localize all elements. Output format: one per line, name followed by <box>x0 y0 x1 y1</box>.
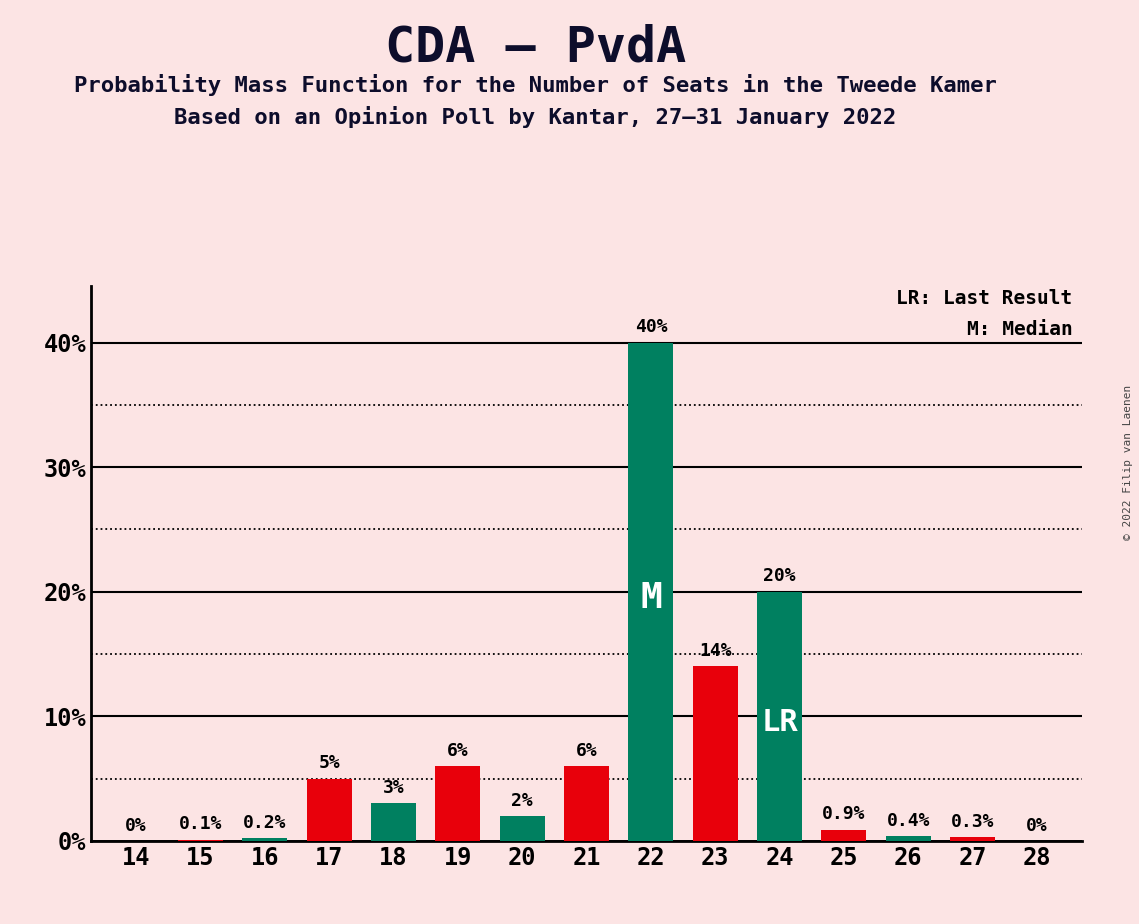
Text: CDA – PvdA: CDA – PvdA <box>385 23 686 71</box>
Bar <box>629 343 673 841</box>
Bar <box>306 779 352 841</box>
Text: M: Median: M: Median <box>967 320 1073 339</box>
Bar <box>371 804 416 841</box>
Bar <box>500 816 544 841</box>
Bar <box>178 840 223 841</box>
Text: 0.4%: 0.4% <box>886 811 931 830</box>
Text: 20%: 20% <box>763 567 796 586</box>
Bar <box>886 836 931 841</box>
Text: Probability Mass Function for the Number of Seats in the Tweede Kamer: Probability Mass Function for the Number… <box>74 74 997 96</box>
Text: 14%: 14% <box>699 642 731 660</box>
Bar <box>243 838 287 841</box>
Bar <box>564 766 609 841</box>
Text: 6%: 6% <box>575 742 598 760</box>
Text: 0.3%: 0.3% <box>951 813 994 831</box>
Text: M: M <box>640 581 662 614</box>
Bar <box>435 766 481 841</box>
Text: 5%: 5% <box>318 754 341 772</box>
Text: LR: LR <box>761 708 798 737</box>
Text: 0.1%: 0.1% <box>179 815 222 833</box>
Text: © 2022 Filip van Laenen: © 2022 Filip van Laenen <box>1123 384 1133 540</box>
Bar <box>757 591 802 841</box>
Bar <box>950 837 995 841</box>
Text: 6%: 6% <box>446 742 469 760</box>
Text: 0.9%: 0.9% <box>822 806 866 823</box>
Text: 0%: 0% <box>125 817 147 834</box>
Bar <box>821 830 867 841</box>
Text: 3%: 3% <box>383 779 404 797</box>
Text: 2%: 2% <box>511 792 533 809</box>
Text: 0.2%: 0.2% <box>243 814 287 833</box>
Text: 0%: 0% <box>1026 817 1048 834</box>
Text: 40%: 40% <box>634 318 667 336</box>
Bar <box>693 666 738 841</box>
Text: Based on an Opinion Poll by Kantar, 27–31 January 2022: Based on an Opinion Poll by Kantar, 27–3… <box>174 106 896 128</box>
Text: LR: Last Result: LR: Last Result <box>896 289 1073 308</box>
